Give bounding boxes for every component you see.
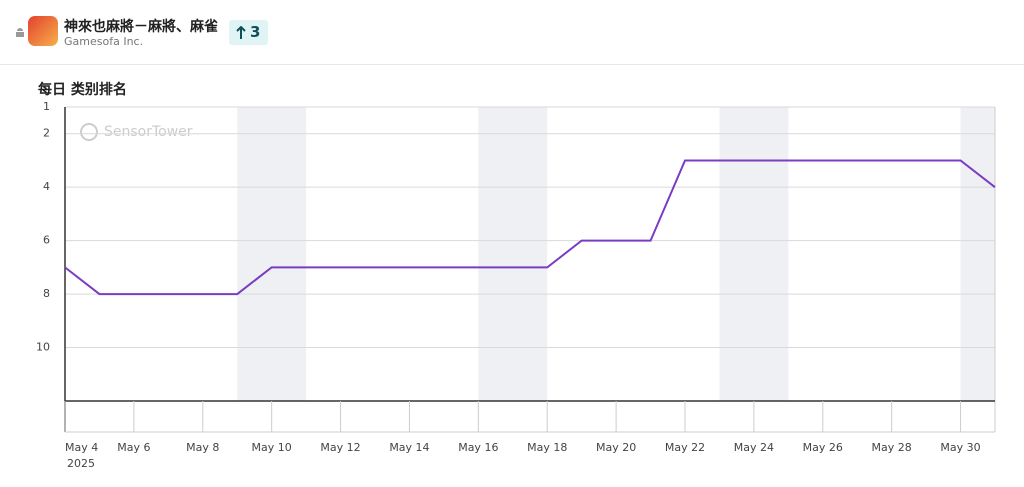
android-icon [16,28,24,37]
publisher: Gamesofa Inc. [64,35,144,48]
rank-change: 3 [250,23,261,41]
app-header: 神來也麻將－麻將、麻雀 Gamesofa Inc. 3 [0,0,1024,65]
x-tick-label: May 24 [734,441,774,454]
watermark: SensorTower [104,124,193,140]
x-tick-label: May 4 [65,441,98,454]
app-name: 神來也麻將－麻將、麻雀 [64,19,218,35]
rank-line [64,159,996,296]
x-tick-label: May 22 [665,441,705,454]
x-tick-label: May 20 [596,441,636,454]
weekend-band [478,107,548,401]
y-tick-label: 10 [36,341,50,354]
up-arrow [236,26,246,39]
x-tick-label: May 26 [803,441,843,454]
x-tick-label: May 16 [458,441,498,454]
x-tick-label: May 28 [872,441,912,454]
watermark-icon [80,123,98,141]
y-tick-label: 6 [43,234,50,247]
rank-change-badge: 3 [229,20,268,45]
weekend-band [237,107,307,401]
x-tick-label: May 6 [117,441,150,454]
app-icon [28,16,58,46]
y-tick-label: 2 [43,127,50,140]
x-tick-label: May 14 [389,441,429,454]
x-tick-label: May 8 [186,441,219,454]
x-tick-label: May 18 [527,441,567,454]
y-tick-label: 1 [43,100,50,113]
x-tick-label: May 30 [940,441,980,454]
weekend-band [960,107,995,401]
chart-title: 每日 类别排名 [38,82,127,98]
x-tick-label: May 10 [252,441,292,454]
y-tick-label: 8 [43,287,50,300]
year-label: 2025 [67,457,95,470]
weekend-band [719,107,789,401]
y-tick-label: 4 [43,180,50,193]
x-tick-label: May 12 [320,441,360,454]
